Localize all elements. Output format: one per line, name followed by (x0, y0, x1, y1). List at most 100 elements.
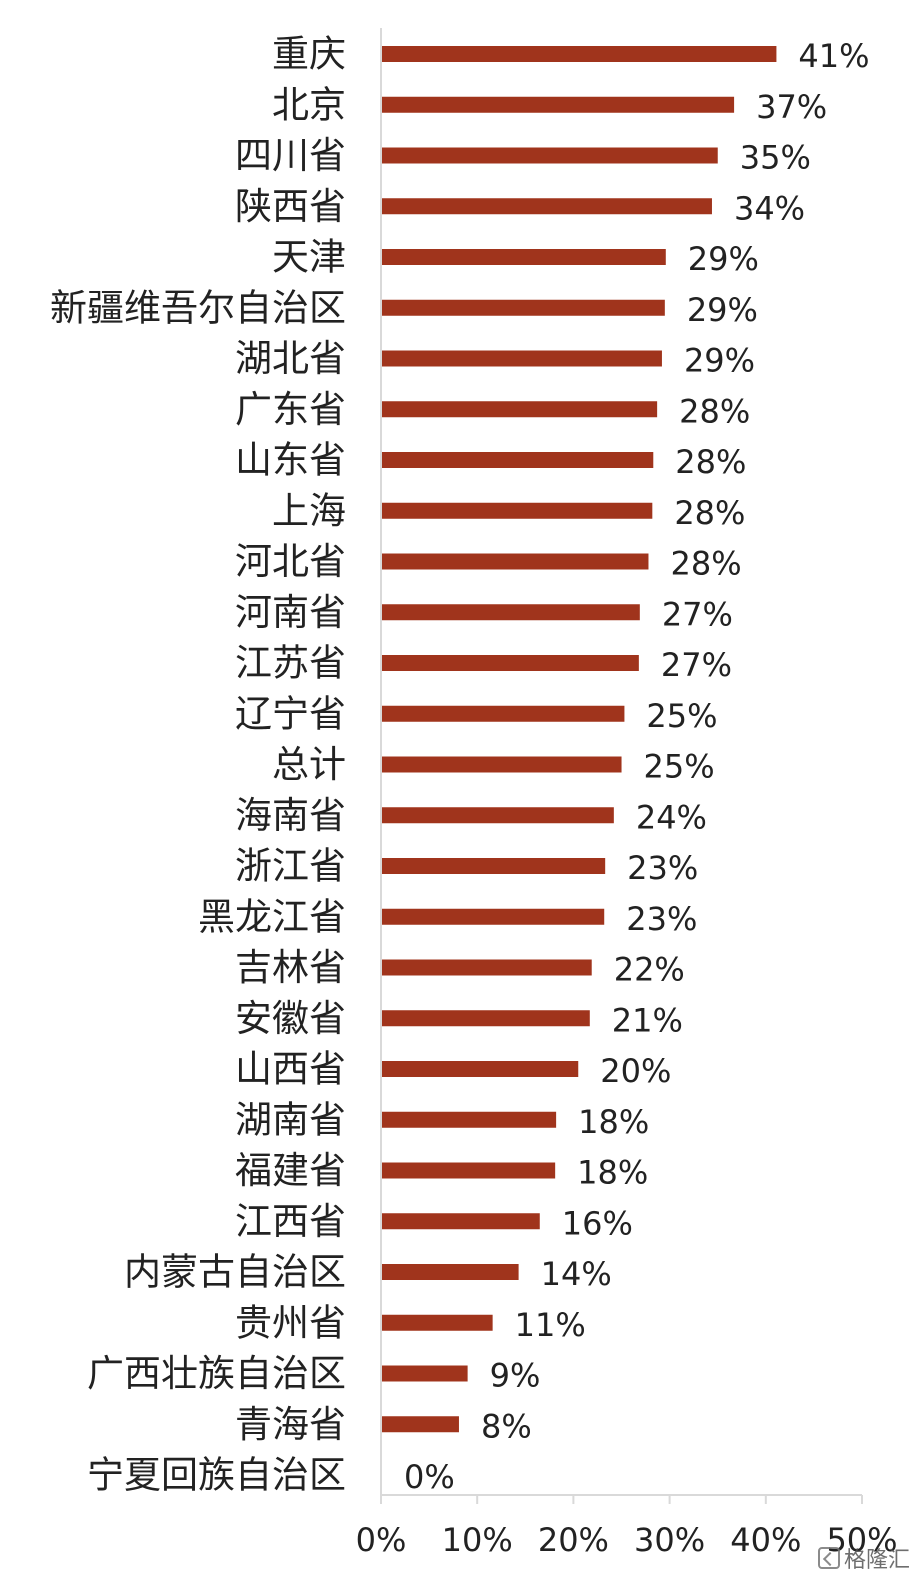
bar (382, 249, 666, 265)
category-label: 内蒙古自治区 (124, 1251, 346, 1294)
data-label: 28% (670, 545, 741, 583)
data-label: 28% (675, 443, 746, 481)
x-tick-label: 0% (356, 1521, 407, 1559)
data-label: 27% (662, 595, 733, 633)
category-label: 安徽省 (235, 997, 346, 1040)
data-label: 9% (490, 1357, 541, 1395)
category-label: 宁夏回族自治区 (87, 1454, 346, 1497)
data-label: 0% (404, 1458, 455, 1496)
bar (382, 1010, 590, 1027)
data-label: 23% (626, 900, 697, 938)
category-label: 贵州省 (235, 1301, 346, 1344)
data-label: 28% (679, 392, 750, 430)
category-label: 广西壮族自治区 (87, 1352, 346, 1395)
data-label: 29% (687, 291, 758, 329)
category-label: 四川省 (235, 134, 346, 177)
data-label: 22% (614, 951, 685, 989)
bar (382, 452, 654, 468)
data-label: 41% (798, 37, 869, 75)
category-label: 陕西省 (235, 185, 346, 228)
axes (380, 28, 863, 1504)
bar (382, 959, 592, 976)
bar (382, 96, 735, 113)
bar (382, 655, 639, 671)
bar (382, 1162, 556, 1179)
category-label: 总计 (272, 743, 346, 786)
data-label: 25% (646, 697, 717, 735)
data-label: 27% (661, 646, 732, 684)
category-label: 新疆维吾尔自治区 (50, 286, 346, 329)
bar (382, 1061, 579, 1077)
bar (382, 147, 718, 164)
category-label: 上海 (272, 489, 346, 532)
data-label: 21% (612, 1001, 683, 1039)
data-label: 11% (515, 1306, 586, 1344)
bar (382, 299, 665, 316)
data-label: 8% (481, 1407, 532, 1445)
data-label: 18% (578, 1103, 649, 1141)
data-label: 23% (627, 849, 698, 887)
category-label: 福建省 (235, 1149, 346, 1192)
bar (382, 1213, 540, 1230)
category-label: 北京 (272, 83, 346, 126)
bar (382, 1416, 459, 1433)
category-label: 江苏省 (235, 642, 346, 685)
data-label: 29% (688, 240, 759, 278)
category-label: 青海省 (235, 1403, 346, 1446)
data-label: 28% (674, 494, 745, 532)
category-label: 海南省 (235, 794, 346, 837)
bar (382, 807, 614, 824)
bar (382, 604, 640, 621)
data-label: 18% (577, 1154, 648, 1192)
category-label: 重庆 (272, 33, 346, 76)
category-label: 湖北省 (235, 337, 346, 380)
data-label: 25% (644, 748, 715, 786)
category-label: 湖南省 (235, 1098, 346, 1141)
bar (382, 401, 658, 418)
bar (382, 908, 605, 925)
bar (382, 198, 712, 215)
bar (382, 553, 649, 570)
category-label: 浙江省 (235, 845, 346, 888)
data-label: 35% (740, 139, 811, 177)
bar (382, 502, 653, 519)
category-label: 广东省 (235, 388, 346, 431)
category-labels: 重庆北京四川省陕西省天津新疆维吾尔自治区湖北省广东省山东省上海河北省河南省江苏省… (50, 33, 346, 1497)
category-label: 山西省 (235, 1048, 346, 1091)
data-label: 14% (541, 1255, 612, 1293)
category-label: 河南省 (235, 591, 346, 634)
category-label: 黑龙江省 (198, 895, 346, 938)
watermark: 格隆汇 (817, 1542, 910, 1574)
bar (382, 1365, 468, 1382)
category-label: 天津 (272, 236, 346, 279)
value-labels: 41% 37% 35% 34% 29% 29% 29% 28% 28% 28% 28% 27% 27% 2… (404, 37, 870, 1496)
logo-icon (817, 1547, 840, 1569)
x-tick-label: 40% (730, 1521, 801, 1559)
data-label: 34% (734, 189, 805, 227)
bar (382, 705, 625, 722)
category-label: 河北省 (235, 540, 346, 583)
bar (382, 756, 622, 773)
bar (382, 1314, 493, 1331)
bar (382, 858, 606, 874)
category-label: 吉林省 (235, 946, 346, 989)
category-label: 山东省 (235, 439, 346, 482)
bars (382, 46, 777, 1433)
category-label: 辽宁省 (235, 692, 346, 735)
x-tick-labels: 0% 10% 20% 30% 40% 50% (356, 1521, 898, 1559)
x-tick-label: 10% (442, 1521, 513, 1559)
x-tick-label: 30% (634, 1521, 705, 1559)
watermark-text: 格隆汇 (843, 1548, 910, 1573)
bar (382, 1111, 557, 1128)
bar (382, 46, 777, 62)
data-label: 24% (636, 798, 707, 836)
bar (382, 1264, 519, 1280)
category-label: 江西省 (235, 1200, 346, 1243)
bar (382, 350, 662, 367)
data-label: 16% (562, 1204, 633, 1242)
x-tick-label: 20% (538, 1521, 609, 1559)
data-label: 20% (600, 1052, 671, 1090)
data-label: 29% (684, 342, 755, 380)
